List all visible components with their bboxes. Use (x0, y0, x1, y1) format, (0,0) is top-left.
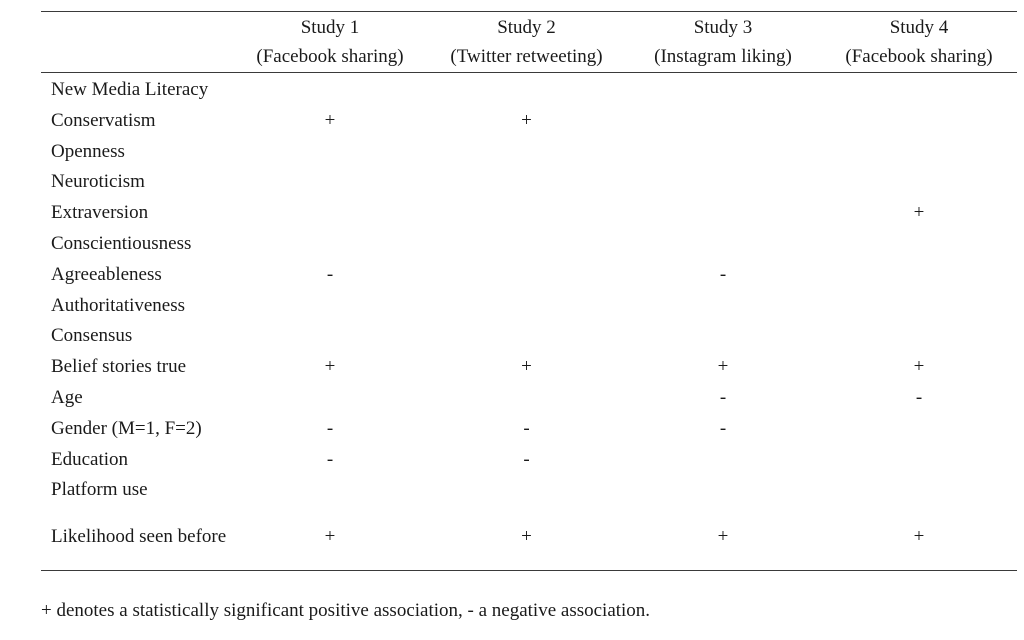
table-row: Agreeableness - - (41, 260, 1017, 291)
row-label: Agreeableness (51, 263, 162, 285)
table-row: Belief stories true + + + + (41, 352, 1017, 383)
row-cell-study-1: + (324, 525, 336, 547)
row-label: Consensus (51, 325, 133, 347)
row-label: New Media Literacy (51, 79, 209, 100)
row-label: Neuroticism (51, 171, 145, 193)
row-label: Belief stories true (51, 356, 187, 378)
row-cell-study-4: - (915, 386, 923, 408)
row-cell-study-3: - (719, 386, 727, 408)
row-cell-study-3: - (719, 417, 727, 439)
row-cell-study-2: - (523, 448, 530, 470)
table-row: Platform use (41, 475, 1017, 506)
row-cell-study-3: + (717, 525, 729, 547)
header-study-1-subtitle: (Facebook sharing) (256, 46, 404, 67)
row-label: Platform use (51, 479, 148, 501)
table-bottom-rule (41, 569, 1017, 571)
header-study-4-title: Study 4 (889, 17, 949, 38)
header-study-4-subtitle: (Facebook sharing) (845, 46, 993, 67)
row-cell-study-1: - (326, 263, 334, 285)
table-row: Neuroticism (41, 167, 1017, 198)
row-cell-study-2: - (523, 417, 530, 439)
header-study-3-subtitle: (Instagram liking) (654, 46, 792, 67)
row-cell-study-1: - (326, 417, 334, 439)
row-label: Openness (51, 140, 125, 162)
table-body: New Media Literacy Conservatism + + Open… (41, 73, 1017, 570)
row-label: Extraversion (51, 202, 149, 224)
table-top-rule (41, 11, 1017, 12)
table-row: Gender (M=1, F=2) - - - (41, 414, 1017, 445)
header-study-1-title: Study 1 (300, 17, 360, 38)
header-blank-cell (41, 12, 232, 72)
row-label: Gender (M=1, F=2) (51, 417, 202, 439)
table-row: Authoritativeness (41, 291, 1017, 322)
table-row: Extraversion + (41, 198, 1017, 229)
row-label: Conservatism (51, 109, 156, 131)
row-cell-study-1: + (324, 109, 336, 131)
row-cell-study-1: + (324, 356, 336, 378)
row-cell-study-1: - (326, 448, 334, 470)
table-row: Education - - (41, 445, 1017, 476)
table-row: Age - - (41, 383, 1017, 414)
table-row: Conservatism + + (41, 106, 1017, 137)
table-header-rule (41, 72, 1017, 73)
header-study-2: Study 2 (Twitter retweeting) (428, 12, 625, 72)
table-row: New Media Literacy (41, 75, 1017, 106)
table-row: Conscientiousness (41, 229, 1017, 260)
row-cell-study-4: + (913, 525, 925, 547)
row-cell-study-2: + (521, 356, 532, 378)
header-study-2-title: Study 2 (497, 17, 556, 38)
row-cell-study-4: + (913, 202, 925, 224)
row-cell-study-2: + (521, 109, 532, 131)
header-study-3: Study 3 (Instagram liking) (625, 12, 821, 72)
row-cell-study-3: - (719, 263, 727, 285)
row-label: Likelihood seen before (51, 525, 227, 547)
row-cell-study-3: + (717, 356, 729, 378)
header-study-4: Study 4 (Facebook sharing) (821, 12, 1017, 72)
header-study-2-subtitle: (Twitter retweeting) (450, 46, 603, 67)
row-label: Conscientiousness (51, 232, 192, 254)
row-label: Authoritativeness (51, 294, 186, 316)
table-row: Consensus (41, 321, 1017, 352)
results-table: Study 1 (Facebook sharing) Study 2 (Twit… (41, 11, 1017, 571)
header-study-1: Study 1 (Facebook sharing) (232, 12, 428, 72)
row-label: Age (51, 386, 83, 408)
row-cell-study-4: + (913, 356, 925, 378)
table-row: Likelihood seen before + + + + (41, 506, 1017, 568)
row-cell-study-2: + (521, 525, 532, 547)
header-study-3-title: Study 3 (693, 17, 753, 38)
table-footnote: + denotes a statistically significant po… (41, 600, 651, 621)
row-label: Education (51, 448, 129, 470)
table-row: Openness (41, 137, 1017, 168)
table-header-row: Study 1 (Facebook sharing) Study 2 (Twit… (41, 12, 1017, 72)
